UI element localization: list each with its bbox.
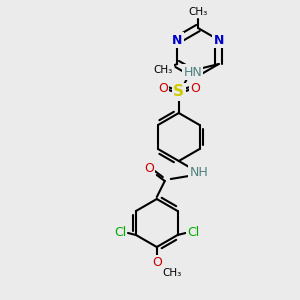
Text: CH₃: CH₃ bbox=[162, 268, 182, 278]
Text: N: N bbox=[214, 34, 224, 46]
Text: HN: HN bbox=[183, 65, 202, 79]
Text: Cl: Cl bbox=[188, 226, 200, 239]
Text: O: O bbox=[158, 82, 168, 95]
Text: Cl: Cl bbox=[114, 226, 126, 239]
Text: O: O bbox=[144, 163, 154, 176]
Text: O: O bbox=[190, 82, 200, 95]
Text: S: S bbox=[173, 85, 184, 100]
Text: NH: NH bbox=[189, 167, 208, 179]
Text: O: O bbox=[152, 256, 162, 269]
Text: CH₃: CH₃ bbox=[188, 7, 208, 17]
Text: N: N bbox=[172, 34, 182, 46]
Text: CH₃: CH₃ bbox=[154, 65, 173, 75]
